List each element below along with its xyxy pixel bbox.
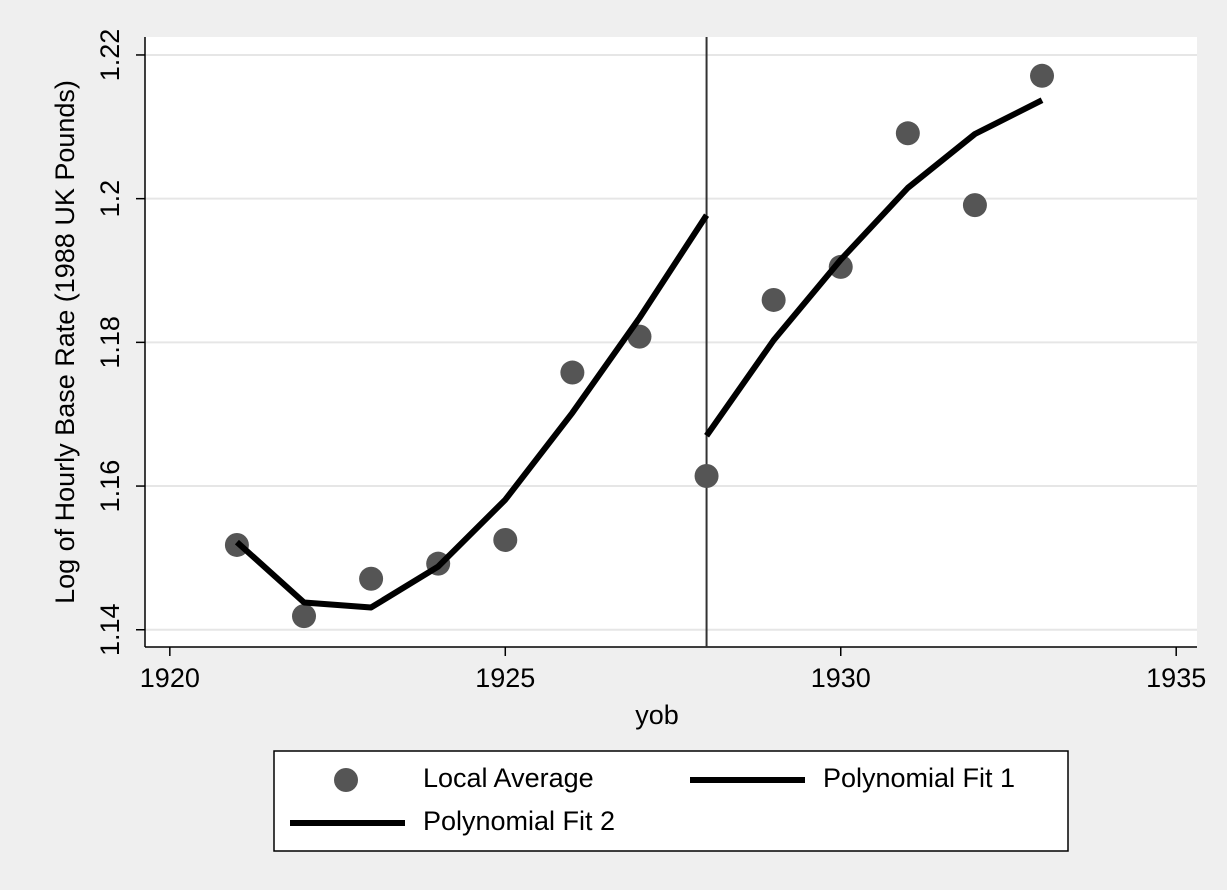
fit-line (704, 97, 1044, 438)
y-tick-label: 1.16 (95, 460, 125, 513)
legend-label: Polynomial Fit 2 (423, 806, 615, 836)
x-tick-label: 1930 (811, 663, 871, 693)
data-point (828, 254, 853, 279)
x-axis-label: yob (635, 700, 679, 730)
legend (273, 750, 1069, 852)
data-point (292, 604, 317, 629)
x-tick-label: 1925 (475, 663, 535, 693)
x-tick-label: 1920 (140, 663, 200, 693)
data-point (560, 360, 585, 385)
y-tick-label: 1.18 (95, 316, 125, 369)
data-point (493, 527, 518, 552)
y-axis-label: Log of Hourly Base Rate (1988 UK Pounds) (50, 80, 80, 604)
legend-label: Polynomial Fit 1 (823, 763, 1015, 793)
data-point (694, 463, 719, 488)
legend-label: Local Average (423, 763, 594, 793)
fit-line (234, 213, 710, 611)
y-tick-label: 1.14 (95, 603, 125, 656)
x-tick-label: 1935 (1146, 663, 1206, 693)
data-point (895, 121, 920, 146)
data-point (1030, 63, 1055, 88)
legend-marker (334, 768, 358, 792)
data-point (962, 193, 987, 218)
y-tick-label: 1.2 (95, 180, 125, 218)
y-tick-label: 1.22 (95, 29, 125, 82)
data-point (761, 287, 786, 312)
data-point (359, 566, 384, 591)
